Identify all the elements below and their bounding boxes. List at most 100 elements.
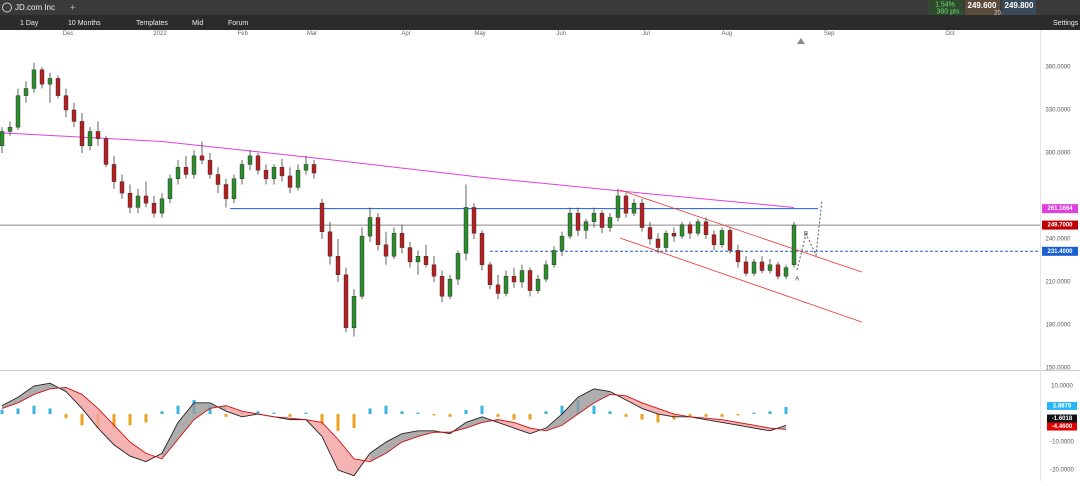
candle-body bbox=[71, 109, 77, 122]
macd-fill bbox=[34, 383, 50, 395]
candle-body bbox=[103, 138, 109, 165]
spread: 20.0 bbox=[994, 11, 1006, 17]
x-tick-label: Mar bbox=[307, 31, 317, 37]
macd-fill bbox=[18, 386, 34, 403]
histogram-bar bbox=[416, 412, 420, 415]
x-tick-label: 2022 bbox=[153, 31, 167, 37]
price-tag-label: 261.1664 bbox=[1047, 206, 1073, 212]
candle-body bbox=[615, 195, 621, 218]
indicator-tick-label: -10.0000 bbox=[1050, 440, 1074, 446]
signal-line bbox=[1, 386, 787, 463]
indicator-tick-label: 10.0000 bbox=[1051, 384, 1073, 390]
candle-body bbox=[479, 233, 485, 265]
histogram-bar bbox=[496, 414, 500, 417]
add-tab[interactable]: + bbox=[70, 2, 75, 12]
macd-fill bbox=[594, 388, 610, 403]
macd-fill bbox=[2, 397, 18, 409]
histogram-bar bbox=[688, 414, 692, 417]
histogram-bar bbox=[768, 411, 772, 415]
range-button[interactable]: 10 Months bbox=[68, 20, 101, 27]
macd-fill bbox=[114, 425, 130, 457]
candle-body bbox=[95, 131, 101, 139]
candle-body bbox=[151, 202, 157, 214]
candle-body bbox=[87, 131, 93, 147]
candle-body bbox=[0, 131, 5, 147]
candle-body bbox=[239, 164, 245, 179]
candle-body bbox=[687, 224, 693, 234]
candle-body bbox=[703, 221, 709, 235]
x-tick-label: Jul bbox=[642, 31, 650, 37]
candle-body bbox=[783, 267, 789, 277]
price-tag-label: 249.7000 bbox=[1047, 223, 1073, 229]
histogram-bar bbox=[736, 414, 740, 416]
candle-body bbox=[191, 155, 197, 175]
candle-body bbox=[463, 207, 469, 254]
histogram-bar bbox=[384, 405, 388, 415]
x-tick-label: Sep bbox=[824, 31, 835, 37]
histogram-bar bbox=[480, 405, 484, 415]
templates-button[interactable]: Templates bbox=[136, 20, 168, 27]
candle-body bbox=[367, 217, 373, 237]
histogram-bar bbox=[400, 411, 404, 415]
candle-body bbox=[223, 184, 229, 200]
histogram-bar bbox=[624, 414, 628, 417]
candle-body bbox=[575, 212, 581, 231]
macd-fill bbox=[338, 439, 354, 476]
change-pct: 1.54% bbox=[935, 1, 955, 8]
x-tick-label: Aug bbox=[721, 31, 732, 37]
ask-box[interactable] bbox=[1002, 0, 1036, 15]
histogram-bar bbox=[608, 411, 612, 415]
price-tag-label: 231.4000 bbox=[1047, 249, 1073, 255]
macd-fill bbox=[386, 433, 402, 454]
indicator-tag bbox=[1047, 401, 1077, 410]
macd-fill bbox=[226, 405, 242, 417]
candle-body bbox=[775, 264, 781, 277]
histogram-bar bbox=[16, 408, 20, 415]
histogram-bar bbox=[80, 414, 84, 426]
histogram-bar bbox=[0, 409, 4, 415]
candle-body bbox=[247, 155, 253, 165]
candle-body bbox=[503, 276, 509, 294]
forum-button[interactable]: Forum bbox=[228, 20, 248, 27]
macd-fill bbox=[98, 408, 114, 445]
settings-button[interactable]: Settings bbox=[1053, 20, 1079, 27]
change-box bbox=[928, 0, 963, 15]
candle-body bbox=[279, 167, 285, 177]
annotation: B bbox=[804, 232, 808, 238]
macd-fill bbox=[82, 394, 98, 429]
candle-body bbox=[551, 250, 557, 265]
candle-body bbox=[311, 164, 317, 174]
macd-fill bbox=[194, 402, 210, 420]
mid-button[interactable]: Mid bbox=[192, 20, 203, 27]
interval-button[interactable]: 1 Day bbox=[20, 20, 39, 27]
macd-fill bbox=[722, 419, 738, 426]
symbol[interactable]: JD.com Inc bbox=[15, 3, 55, 12]
candle-body bbox=[759, 261, 765, 271]
candle-body bbox=[255, 155, 261, 171]
bid-box[interactable] bbox=[965, 0, 1000, 15]
projection bbox=[796, 199, 823, 271]
candle-body bbox=[391, 233, 397, 257]
candle-body bbox=[15, 95, 21, 128]
macd-fill bbox=[402, 430, 418, 443]
histogram-bar bbox=[336, 414, 340, 431]
histogram-bar bbox=[352, 414, 356, 429]
change-pts: 380 pts bbox=[937, 8, 960, 15]
candle-body bbox=[327, 231, 333, 257]
macd-fill bbox=[370, 442, 386, 462]
histogram-bar bbox=[112, 414, 116, 429]
histogram-bar bbox=[560, 405, 564, 415]
candle-body bbox=[719, 230, 725, 245]
macd-fill bbox=[178, 402, 194, 440]
candle-body bbox=[591, 212, 597, 222]
histogram-bar bbox=[720, 414, 724, 417]
scroll-marker[interactable] bbox=[797, 38, 805, 44]
candle-body bbox=[559, 235, 565, 251]
candle-body bbox=[567, 212, 573, 237]
candle-body bbox=[655, 238, 661, 248]
indicator-tick-label: -20.0000 bbox=[1050, 468, 1074, 474]
candle-body bbox=[159, 198, 165, 214]
indicator-tag-label: 2.8879 bbox=[1053, 404, 1072, 410]
histogram-bar bbox=[272, 412, 276, 415]
